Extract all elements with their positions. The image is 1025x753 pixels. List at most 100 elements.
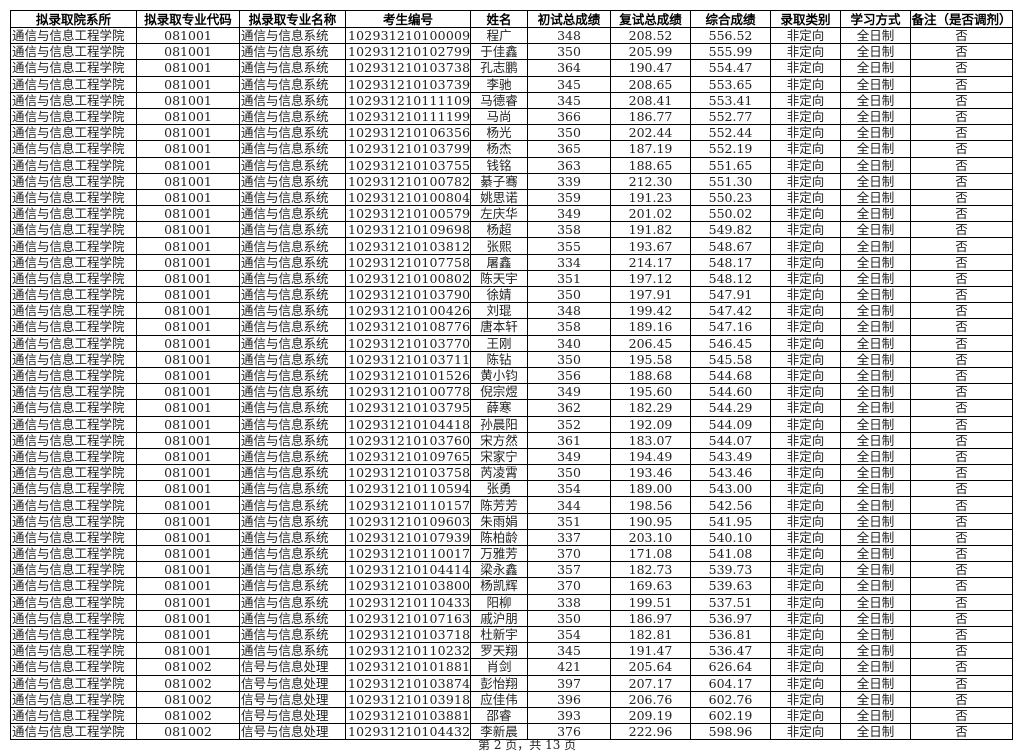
cell-initial-score: 397 xyxy=(527,674,611,692)
cell-name: 杨凯辉 xyxy=(470,577,528,595)
cell-major-name: 通信与信息系统 xyxy=(239,91,346,109)
cell-retest-score: 192.09 xyxy=(610,415,691,433)
cell-retest-score: 195.60 xyxy=(610,383,691,401)
cell-major-name: 通信与信息系统 xyxy=(239,528,346,547)
cell-total-score: 544.07 xyxy=(690,431,771,449)
cell-department: 通信与信息工程学院 xyxy=(10,172,137,190)
cell-admission-type: 非定向 xyxy=(770,431,841,449)
cell-retest-score: 186.77 xyxy=(610,107,691,126)
cell-total-score: 549.82 xyxy=(690,221,771,239)
cell-candidate-id: 102931210110017 xyxy=(345,544,471,563)
cell-study-mode: 全日制 xyxy=(840,658,911,676)
table-row: 通信与信息工程学院 081001 通信与信息系统 102931210104414 梁永鑫… xyxy=(10,561,1013,579)
cell-name: 孙晨阳 xyxy=(470,415,528,433)
cell-initial-score: 344 xyxy=(527,496,611,514)
cell-department: 通信与信息工程学院 xyxy=(10,690,137,708)
cell-initial-score: 334 xyxy=(527,253,611,271)
cell-initial-score: 393 xyxy=(527,706,611,725)
cell-total-score: 537.51 xyxy=(690,593,771,611)
cell-remark: 否 xyxy=(910,415,1013,433)
cell-major-code: 081001 xyxy=(136,350,240,368)
cell-department: 通信与信息工程学院 xyxy=(10,642,137,660)
cell-name: 邵睿 xyxy=(470,706,528,725)
cell-name: 宋家宁 xyxy=(470,447,528,466)
cell-major-code: 081002 xyxy=(136,674,240,692)
cell-major-name: 通信与信息系统 xyxy=(239,172,346,190)
cell-major-code: 081001 xyxy=(136,383,240,401)
cell-candidate-id: 102931210103711 xyxy=(345,350,471,368)
table-row: 通信与信息工程学院 081001 通信与信息系统 102931210100579 左庆华… xyxy=(10,205,1013,223)
cell-retest-score: 198.56 xyxy=(610,496,691,514)
cell-major-name: 通信与信息系统 xyxy=(239,205,346,223)
cell-total-score: 548.12 xyxy=(690,269,771,288)
header-candidate-id: 考生编号 xyxy=(345,10,471,28)
cell-major-name: 通信与信息系统 xyxy=(239,431,346,449)
cell-total-score: 539.63 xyxy=(690,577,771,595)
cell-major-name: 通信与信息系统 xyxy=(239,399,346,417)
cell-study-mode: 全日制 xyxy=(840,140,911,158)
cell-candidate-id: 102931210103770 xyxy=(345,334,471,352)
cell-initial-score: 421 xyxy=(527,658,611,676)
cell-retest-score: 188.68 xyxy=(610,366,691,385)
cell-retest-score: 222.96 xyxy=(610,723,691,741)
cell-study-mode: 全日制 xyxy=(840,302,911,320)
cell-admission-type: 非定向 xyxy=(770,172,841,190)
cell-retest-score: 205.99 xyxy=(610,43,691,61)
cell-major-code: 081001 xyxy=(136,625,240,644)
cell-initial-score: 355 xyxy=(527,237,611,255)
cell-study-mode: 全日制 xyxy=(840,188,911,207)
table-row: 通信与信息工程学院 081002 信号与信息处理 102931210103918 应佳伟… xyxy=(10,690,1013,708)
cell-department: 通信与信息工程学院 xyxy=(10,528,137,547)
cell-total-score: 602.19 xyxy=(690,706,771,725)
cell-remark: 否 xyxy=(910,318,1013,336)
cell-initial-score: 350 xyxy=(527,609,611,627)
cell-name: 马德睿 xyxy=(470,91,528,109)
cell-department: 通信与信息工程学院 xyxy=(10,512,137,530)
cell-retest-score: 193.67 xyxy=(610,237,691,255)
cell-candidate-id: 102931210100782 xyxy=(345,172,471,190)
cell-study-mode: 全日制 xyxy=(840,221,911,239)
cell-study-mode: 全日制 xyxy=(840,334,911,352)
cell-remark: 否 xyxy=(910,674,1013,692)
cell-name: 杨光 xyxy=(470,124,528,142)
cell-initial-score: 339 xyxy=(527,172,611,190)
table-row: 通信与信息工程学院 081001 通信与信息系统 102931210109698 杨超 3… xyxy=(10,221,1013,239)
cell-retest-score: 197.91 xyxy=(610,285,691,304)
cell-retest-score: 191.82 xyxy=(610,221,691,239)
cell-candidate-id: 102931210100426 xyxy=(345,302,471,320)
cell-name: 姚思诺 xyxy=(470,188,528,207)
cell-name: 杨超 xyxy=(470,221,528,239)
table-row: 通信与信息工程学院 081001 通信与信息系统 102931210103738 孔志鹏… xyxy=(10,59,1013,77)
cell-retest-score: 182.81 xyxy=(610,625,691,644)
cell-candidate-id: 102931210106356 xyxy=(345,124,471,142)
table-row: 通信与信息工程学院 081001 通信与信息系统 102931210110017 万雅芳… xyxy=(10,544,1013,563)
cell-candidate-id: 102931210100802 xyxy=(345,269,471,288)
cell-name: 王刚 xyxy=(470,334,528,352)
cell-major-code: 081001 xyxy=(136,43,240,61)
cell-major-code: 081001 xyxy=(136,156,240,174)
cell-name: 于佳鑫 xyxy=(470,43,528,61)
cell-candidate-id: 102931210104418 xyxy=(345,415,471,433)
cell-major-name: 通信与信息系统 xyxy=(239,480,346,498)
cell-department: 通信与信息工程学院 xyxy=(10,447,137,466)
cell-initial-score: 350 xyxy=(527,285,611,304)
cell-initial-score: 348 xyxy=(527,26,611,45)
cell-major-name: 通信与信息系统 xyxy=(239,561,346,579)
cell-remark: 否 xyxy=(910,723,1013,741)
cell-major-code: 081001 xyxy=(136,237,240,255)
cell-name: 屠鑫 xyxy=(470,253,528,271)
cell-name: 彭怡翔 xyxy=(470,674,528,692)
cell-major-code: 081001 xyxy=(136,140,240,158)
cell-admission-type: 非定向 xyxy=(770,350,841,368)
cell-major-name: 信号与信息处理 xyxy=(239,723,346,741)
cell-initial-score: 356 xyxy=(527,366,611,385)
cell-department: 通信与信息工程学院 xyxy=(10,59,137,77)
cell-candidate-id: 102931210101881 xyxy=(345,658,471,676)
cell-major-name: 通信与信息系统 xyxy=(239,237,346,255)
cell-major-code: 081001 xyxy=(136,415,240,433)
cell-major-code: 081001 xyxy=(136,399,240,417)
cell-retest-score: 214.17 xyxy=(610,253,691,271)
cell-admission-type: 非定向 xyxy=(770,399,841,417)
cell-admission-type: 非定向 xyxy=(770,658,841,676)
cell-admission-type: 非定向 xyxy=(770,366,841,385)
